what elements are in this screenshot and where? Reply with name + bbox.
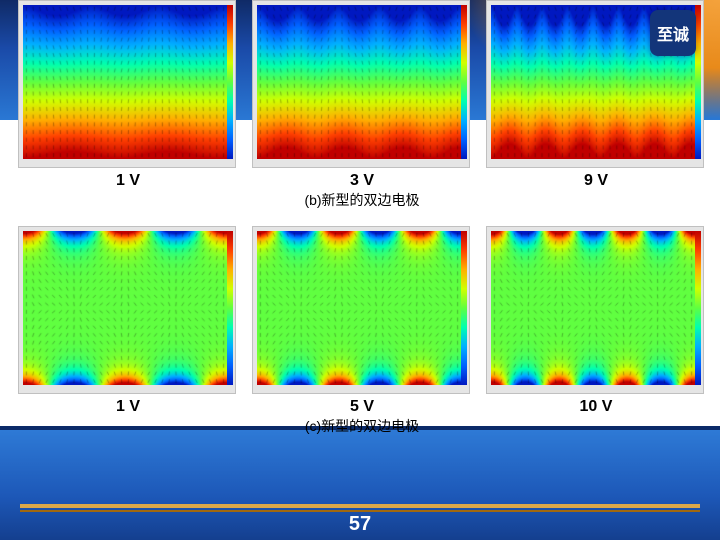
page-number: 57 xyxy=(349,513,371,536)
colorbar xyxy=(227,231,233,385)
heatmap-canvas xyxy=(23,5,227,159)
figure-grid xyxy=(0,0,720,540)
logo: 至诚 xyxy=(650,10,710,60)
heatmap-panel-r2c3 xyxy=(486,226,704,394)
page-number-bar-shadow xyxy=(20,510,700,512)
heatmap-panel-r1c2 xyxy=(252,0,470,168)
heatmap-canvas xyxy=(23,231,227,385)
colorbar xyxy=(461,5,467,159)
page-number-bar xyxy=(20,504,700,508)
colorbar xyxy=(695,231,701,385)
heatmap-canvas xyxy=(491,231,695,385)
heatmap-panel-r2c2 xyxy=(252,226,470,394)
heatmap-canvas xyxy=(257,5,461,159)
colorbar xyxy=(227,5,233,159)
heatmap-panel-r2c1 xyxy=(18,226,236,394)
heatmap-canvas xyxy=(257,231,461,385)
heatmap-panel-r1c1 xyxy=(18,0,236,168)
logo-text: 至诚 xyxy=(650,10,696,56)
colorbar xyxy=(461,231,467,385)
